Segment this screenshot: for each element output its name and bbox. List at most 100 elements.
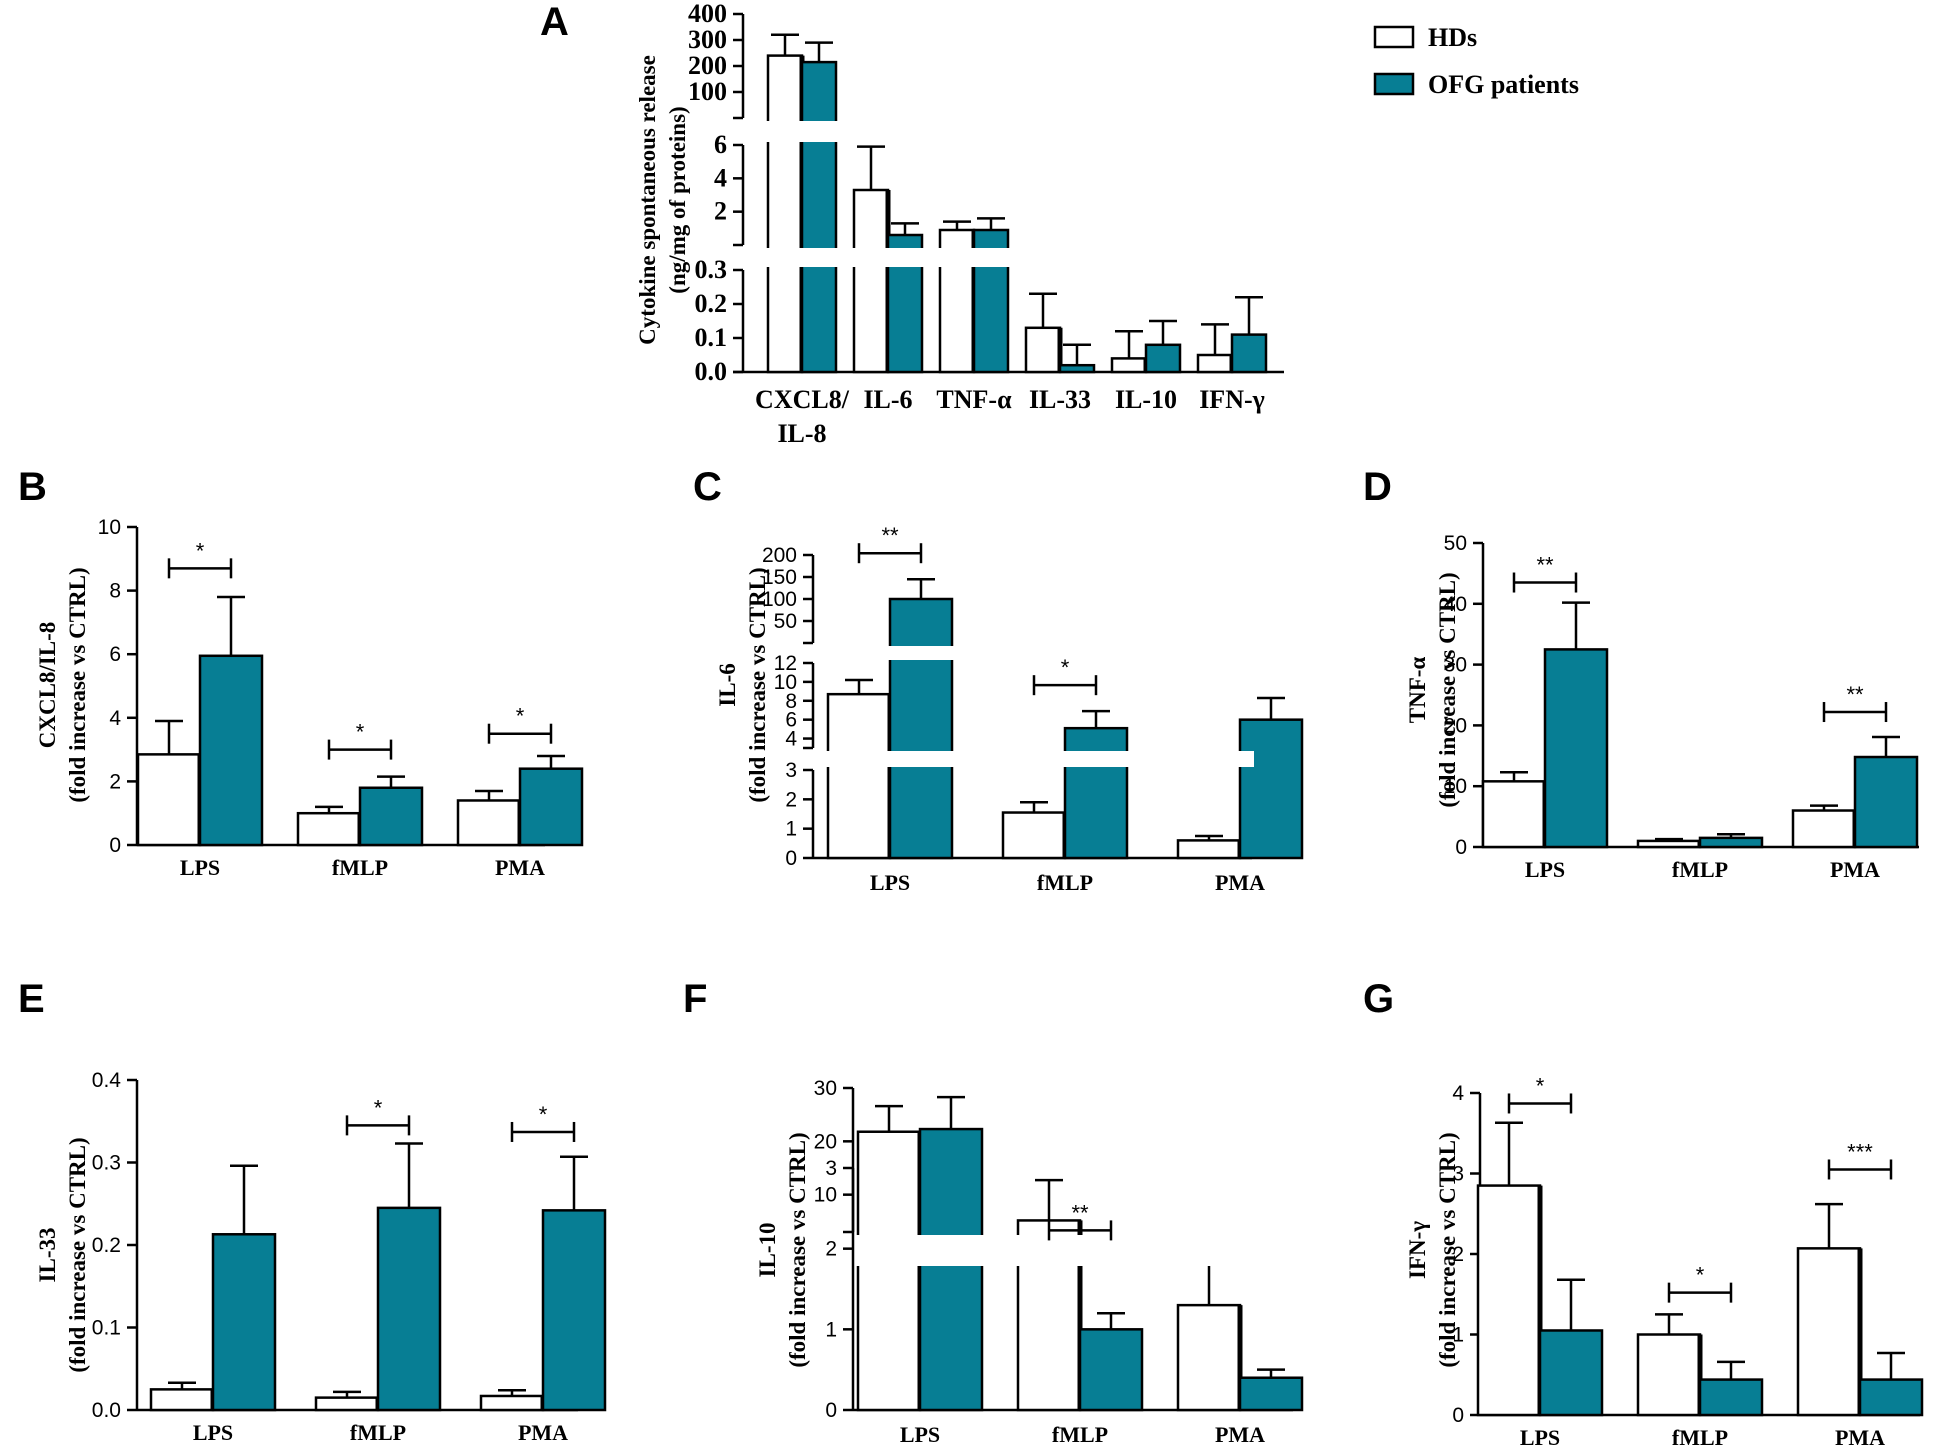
errorbar-ofg-LPS	[217, 595, 245, 656]
y-tick-label: 30	[814, 1077, 837, 1100]
y-axis-title-line: (fold increase vs CTRL)	[1435, 1132, 1460, 1367]
errorbar-ofg-PMA	[1877, 1351, 1905, 1380]
y-tick-label: 4	[714, 163, 727, 192]
errorbar-ofg-PMA	[1257, 1368, 1285, 1378]
bar-hd-PMA	[1176, 1303, 1242, 1412]
y-tick-label: 12	[774, 652, 797, 675]
significance-label: ***	[1847, 1139, 1873, 1164]
errorbar-ofg-fMLP	[1082, 709, 1110, 729]
bar-ofg-fMLP	[1063, 726, 1129, 860]
x-tick-label: fMLP	[332, 855, 388, 880]
y-tick-label: 0	[785, 847, 797, 870]
bar-hd-PMA	[479, 1394, 545, 1412]
axis-break-gap	[815, 646, 1254, 660]
errorbar-hd-LPS	[875, 1104, 903, 1132]
x-tick-label: TNF-α	[936, 385, 1012, 414]
x-tick-label: LPS	[1525, 857, 1565, 882]
bar-ofg-PMA	[1858, 1378, 1924, 1417]
bar-hd-CXCL8/ IL-8	[766, 54, 804, 374]
y-axis-title: IL-10 (fold increase vs CTRL)	[755, 1132, 810, 1367]
bar-ofg-fMLP	[1078, 1328, 1144, 1412]
x-tick-label: LPS	[1520, 1425, 1560, 1450]
bar-hd-IL-10	[1110, 357, 1148, 374]
y-tick-label: 30	[1444, 654, 1467, 677]
y-tick-label: 3	[825, 1157, 837, 1180]
y-tick-label: 20	[814, 1130, 837, 1153]
y-axis-title: IFN-γ (fold increase vs CTRL)	[1405, 1132, 1460, 1367]
errorbar-hd-PMA	[1195, 834, 1223, 841]
y-tick-label: 400	[688, 0, 727, 28]
y-tick-label: 0	[825, 1399, 837, 1422]
bar-hd-PMA	[1791, 809, 1857, 849]
errorbar-ofg-IL-6	[891, 222, 919, 235]
significance-label: *	[196, 538, 205, 563]
y-tick-label: 100	[688, 77, 727, 106]
errorbar-ofg-LPS	[230, 1164, 258, 1235]
errorbar-ofg-LPS	[937, 1095, 965, 1130]
y-tick-label: 6	[714, 130, 727, 159]
bar-ofg-PMA	[1238, 1376, 1304, 1412]
axis-break-gap	[745, 248, 1286, 267]
significance-label: **	[881, 523, 899, 548]
significance-bracket: **	[857, 523, 923, 564]
significance-label: *	[1061, 655, 1070, 680]
y-axis-title-line: Cytokine spontaneous release	[635, 55, 660, 345]
y-axis-title-line: CXCL8/IL-8	[35, 622, 60, 749]
y-axis-title-line: IFN-γ	[1405, 1221, 1430, 1279]
bar-ofg-LPS	[1543, 648, 1609, 849]
y-tick-label: 10	[814, 1184, 837, 1207]
y-axis-title-line: (fold increase vs CTRL)	[65, 1137, 90, 1372]
y-tick-label: 6	[785, 709, 797, 732]
bar-ofg-PMA	[541, 1209, 607, 1412]
significance-label: **	[1846, 682, 1864, 707]
x-tick-label: CXCL8/	[755, 385, 850, 414]
bar-hd-PMA	[1796, 1247, 1862, 1417]
errorbar-ofg-PMA	[1257, 696, 1285, 720]
bar-hd-PMA	[456, 799, 522, 847]
significance-bracket: ***	[1827, 1139, 1893, 1180]
errorbar-ofg-fMLP	[1717, 1360, 1745, 1380]
y-tick-label: 200	[688, 51, 727, 80]
errorbar-ofg-fMLP	[377, 775, 405, 788]
errorbar-hd-LPS	[845, 678, 873, 695]
errorbar-ofg-PMA	[537, 754, 565, 769]
errorbar-hd-LPS	[1495, 1121, 1523, 1186]
bar-hd-fMLP	[296, 811, 362, 847]
y-axis-title-line: IL-10	[755, 1223, 780, 1278]
y-tick-label: 0.4	[92, 1069, 122, 1092]
y-tick-label: 40	[1444, 593, 1467, 616]
y-axis-title-line: (ng/mg of proteins)	[665, 106, 690, 293]
x-tick-label: fMLP	[1052, 1422, 1108, 1447]
y-axis-title: Cytokine spontaneous release (ng/mg of pr…	[635, 55, 690, 345]
x-tick-label: fMLP	[1037, 870, 1093, 895]
y-tick-label: 3	[785, 759, 797, 782]
significance-label: *	[1536, 1073, 1545, 1098]
significance-label: *	[356, 720, 365, 745]
errorbar-hd-PMA	[1815, 1202, 1843, 1249]
legend-label-hd: HDs	[1428, 23, 1477, 52]
y-axis-title: TNF-α (fold increase vs CTRL)	[1405, 572, 1460, 807]
bar-ofg-LPS	[918, 1127, 984, 1412]
y-tick-label: 1	[1452, 1324, 1464, 1347]
significance-label: **	[1071, 1200, 1089, 1225]
x-tick-label: LPS	[180, 855, 220, 880]
bar-ofg-LPS	[888, 597, 954, 860]
y-tick-label: 150	[762, 566, 797, 589]
bar-ofg-IL-10	[1144, 343, 1182, 374]
errorbar-hd-CXCL8/ IL-8	[771, 33, 799, 56]
significance-bracket: **	[1512, 553, 1578, 593]
y-tick-label: 10	[98, 516, 121, 539]
y-tick-label: 2	[825, 1238, 837, 1261]
y-tick-label: 0.3	[92, 1152, 121, 1175]
errorbar-ofg-fMLP	[1717, 832, 1745, 838]
significance-bracket: *	[167, 538, 233, 579]
errorbar-hd-PMA	[498, 1388, 526, 1396]
legend: HDs OFG patients	[1373, 23, 1579, 99]
significance-bracket: *	[345, 1095, 411, 1136]
y-tick-label: 0	[1452, 1404, 1464, 1427]
y-tick-label: 10	[774, 671, 797, 694]
errorbar-hd-IL-6	[857, 145, 885, 190]
significance-label: *	[539, 1102, 548, 1127]
x-tick-label: PMA	[1215, 870, 1265, 895]
bar-hd-IL-33	[1024, 326, 1062, 374]
